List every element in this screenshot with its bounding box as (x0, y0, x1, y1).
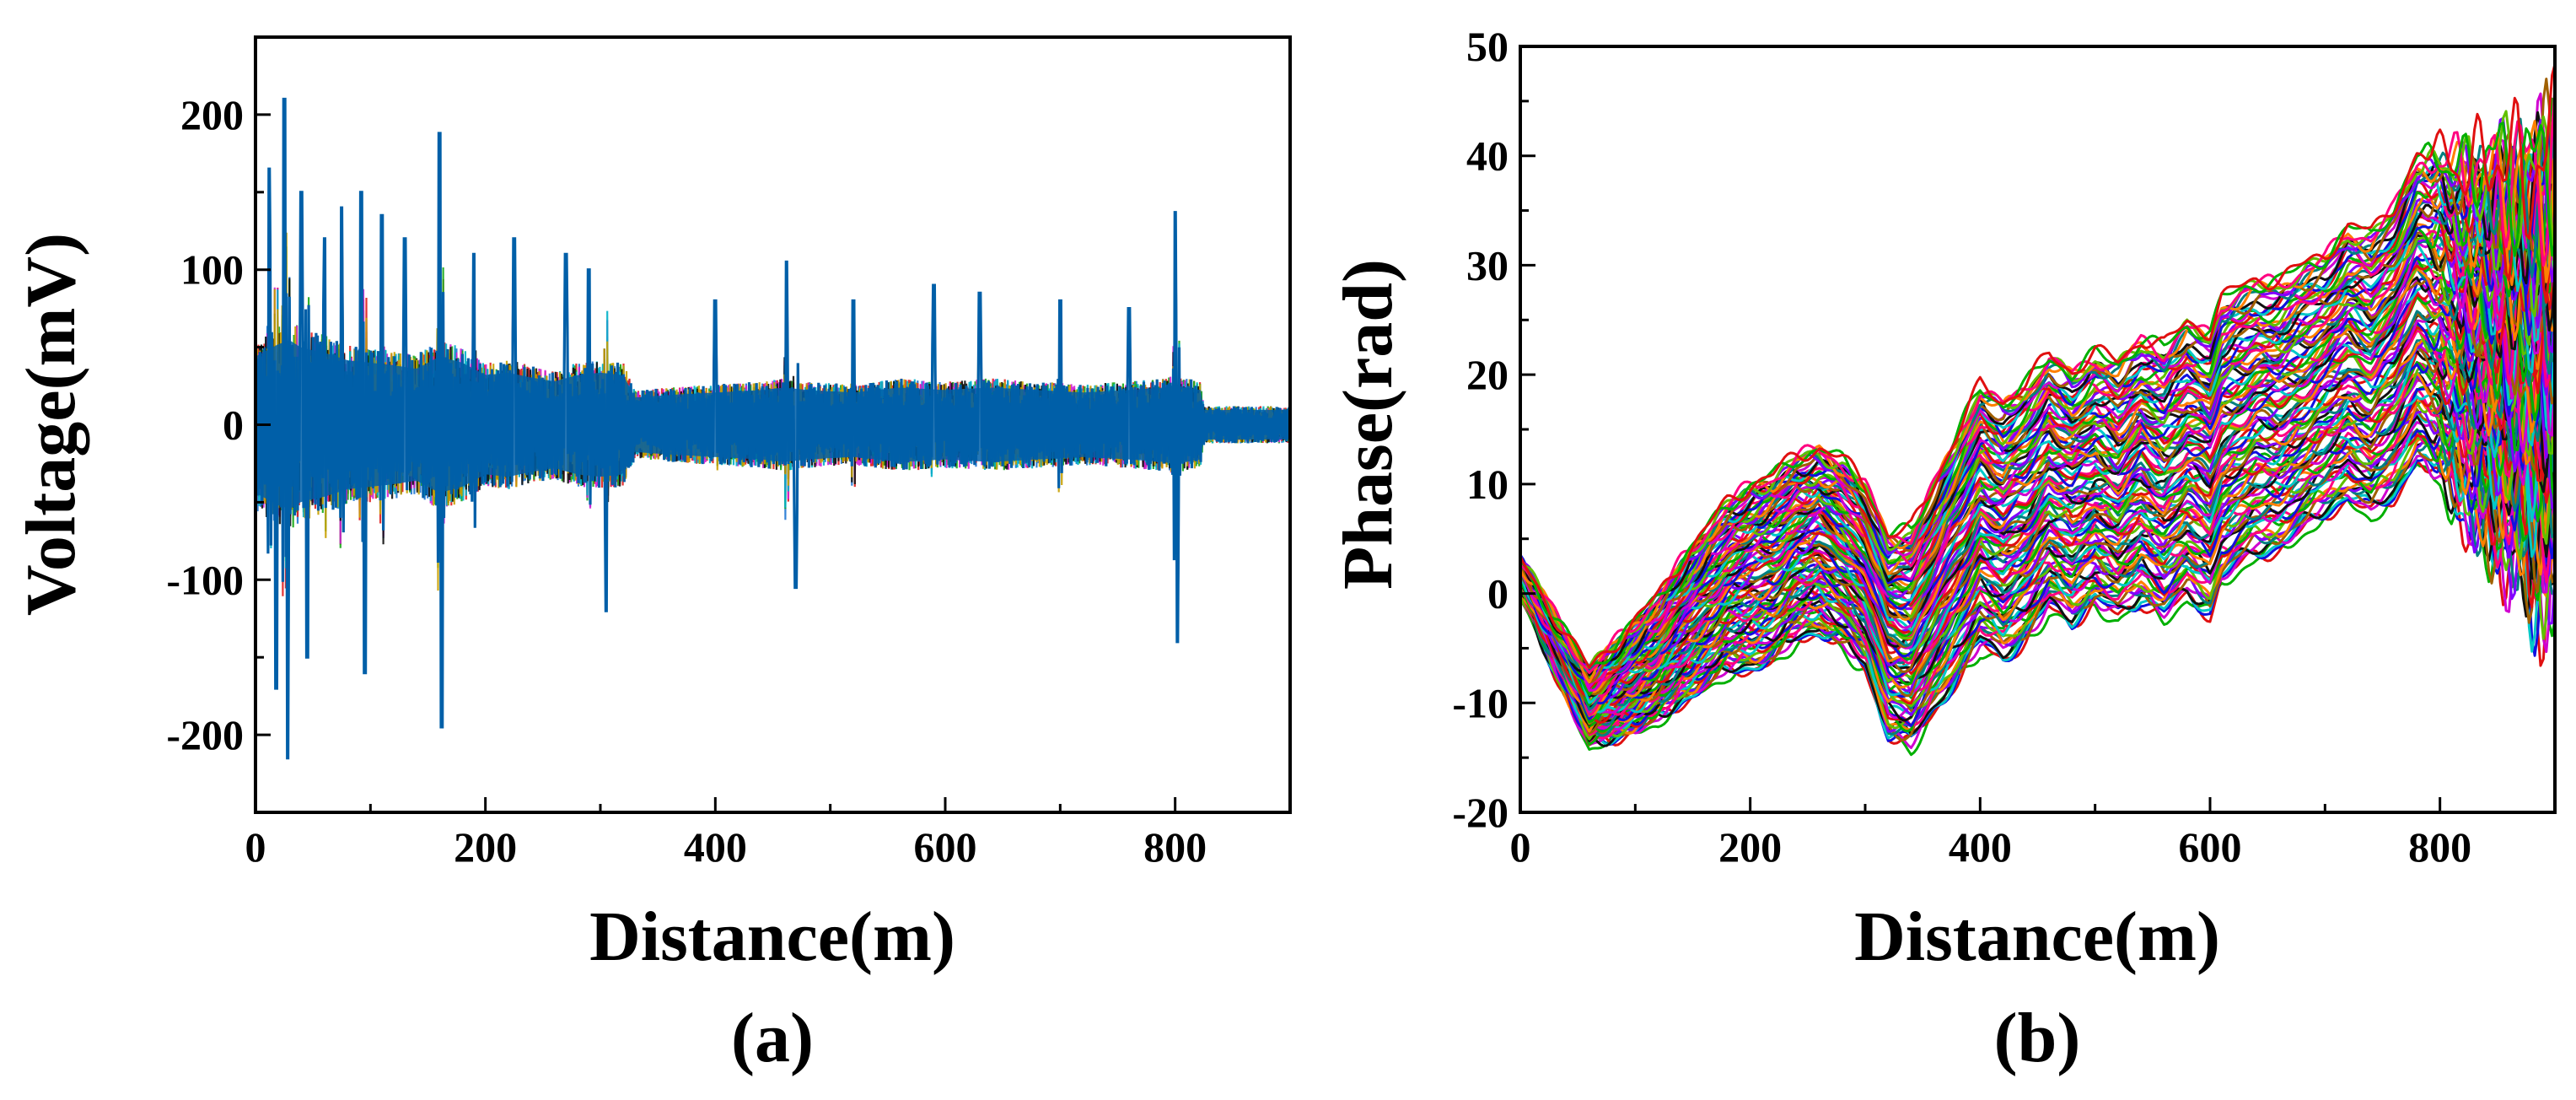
y-tick-label: 0 (223, 402, 244, 449)
phase-trace (1519, 63, 2557, 669)
y-tick-label: -200 (166, 711, 244, 758)
phase-trace (1519, 134, 2557, 684)
phase-trace (1519, 191, 2557, 688)
phase-trace (1519, 267, 2557, 706)
y-tick-label: 10 (1466, 461, 1508, 508)
x-tick-label: 600 (2179, 823, 2242, 871)
panel-b-label: (b) (1994, 999, 2081, 1077)
phase-trace (1519, 400, 2557, 737)
panel-b-ticks: 0 200 400 600 800 -20 -10 0 10 20 30 40 50 (1452, 23, 2471, 871)
x-tick-label: 200 (1718, 823, 1782, 871)
phase-trace (1519, 407, 2557, 738)
voltage-core-band (255, 340, 1290, 510)
x-tick-label: 400 (1949, 823, 2012, 871)
y-tick-label: 50 (1466, 23, 1508, 70)
panel-a-label: (a) (731, 999, 814, 1077)
panel-a-voltage-chart: 0 200 400 600 800 -200 -100 0 100 200 Distance(m)… (12, 35, 1292, 1077)
panel-a-y-axis-label: Voltage(mV) (12, 233, 90, 616)
y-tick-label: -20 (1452, 789, 1508, 836)
x-tick-label: 200 (454, 823, 517, 871)
phase-trace (1519, 87, 2557, 674)
panel-b-traces (1519, 63, 2557, 757)
x-tick-label: 0 (1510, 823, 1531, 871)
panel-a-ticks: 0 200 400 600 800 -200 -100 0 100 200 (166, 35, 1207, 871)
panel-a-x-axis-label: Distance(m) (589, 898, 955, 976)
phase-trace (1519, 436, 2557, 738)
y-tick-label: 0 (1487, 570, 1508, 617)
x-tick-label: 0 (245, 823, 266, 871)
panel-a-traces (254, 97, 1292, 760)
panel-b-y-axis-label: Phase(rad) (1329, 259, 1407, 590)
x-tick-label: 800 (1143, 823, 1207, 871)
y-tick-label: 40 (1466, 132, 1508, 180)
x-tick-label: 800 (2408, 823, 2471, 871)
panel-b-phase-chart: 0 200 400 600 800 -20 -10 0 10 20 30 40 50 Distance(… (1329, 23, 2557, 1077)
phase-trace (1519, 437, 2556, 736)
y-tick-label: -10 (1452, 679, 1508, 726)
y-tick-label: 100 (180, 246, 244, 294)
y-tick-label: 200 (180, 91, 244, 138)
y-tick-label: 20 (1466, 351, 1508, 398)
phase-trace (1519, 309, 2557, 708)
phase-trace (1519, 117, 2557, 674)
x-tick-label: 600 (914, 823, 977, 871)
x-tick-label: 400 (684, 823, 747, 871)
y-tick-label: 30 (1466, 241, 1508, 288)
phase-trace (1519, 138, 2557, 678)
phase-trace (1519, 121, 2557, 668)
panel-b-x-axis-label: Distance(m) (1854, 898, 2220, 976)
y-tick-label: -100 (166, 556, 244, 603)
